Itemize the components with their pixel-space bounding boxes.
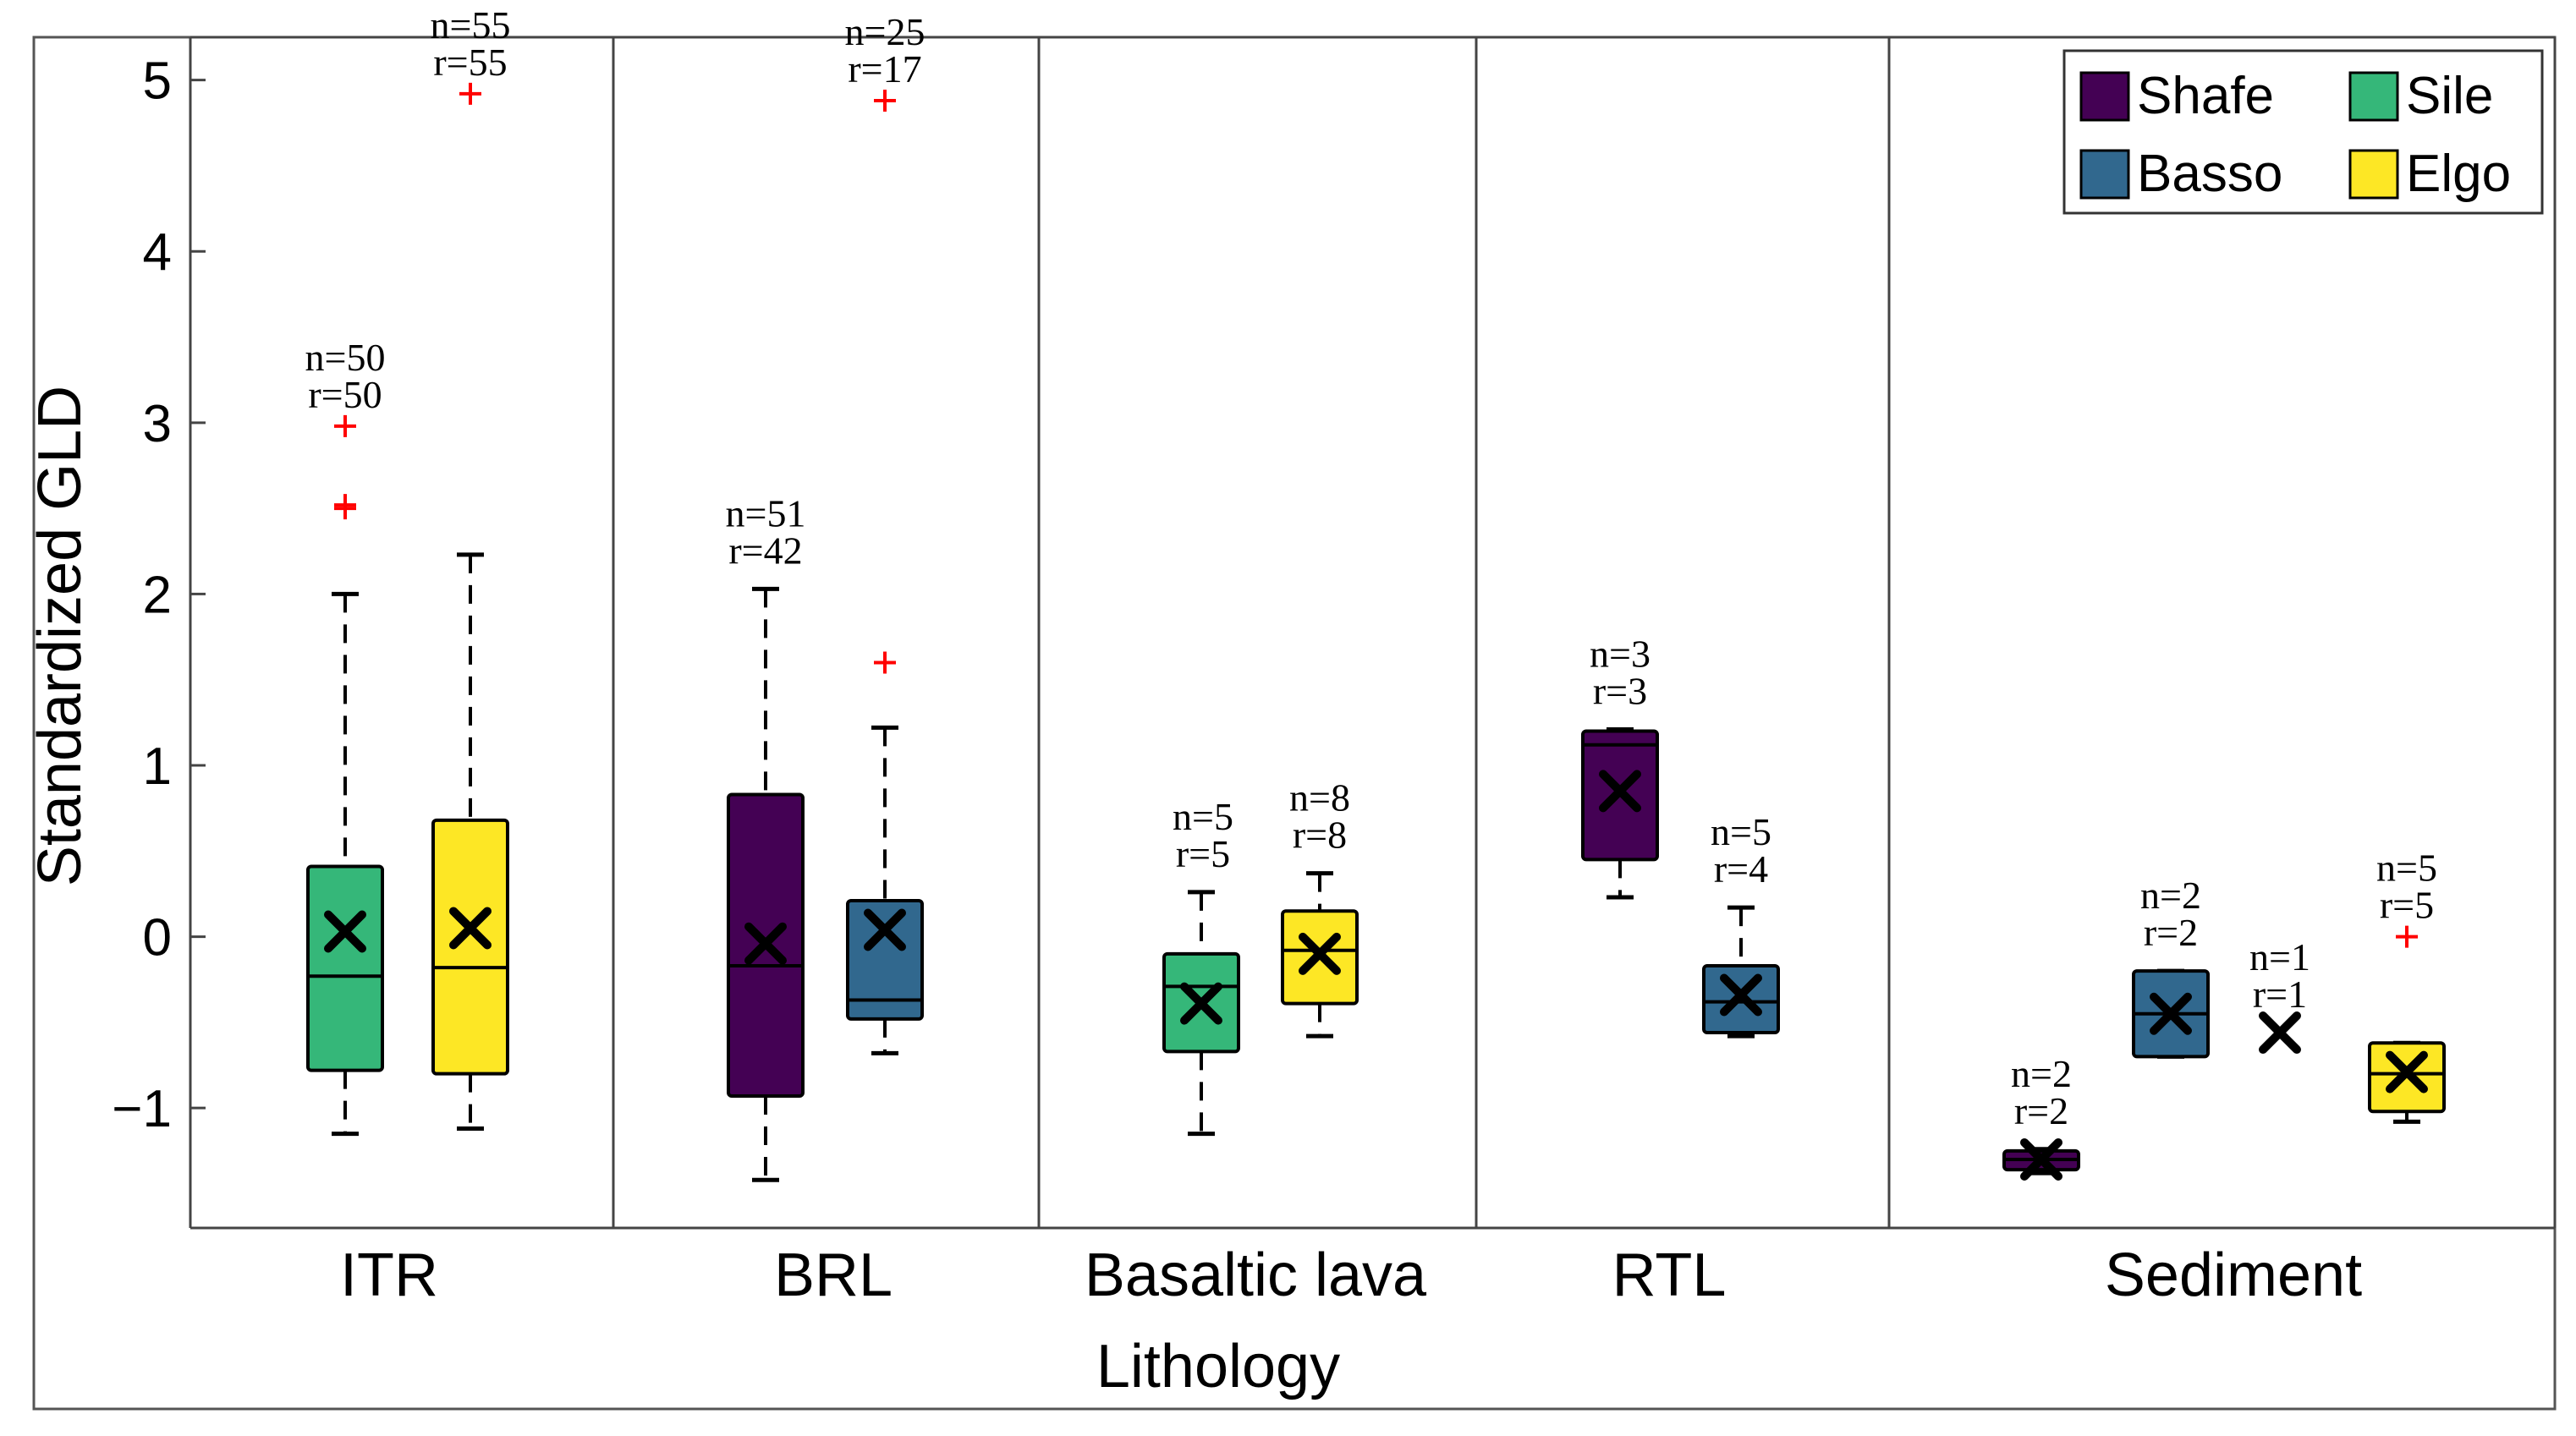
n-count-label: n=1 xyxy=(2249,935,2310,978)
n-count-label: n=5 xyxy=(1711,810,1771,853)
category-label: BRL xyxy=(774,1241,893,1309)
legend-box xyxy=(2062,49,2544,215)
x-axis-title: Lithology xyxy=(1096,1333,1340,1400)
n-count-label: n=50 xyxy=(305,336,386,379)
legend-label-elgo: Elgo xyxy=(2406,145,2511,203)
mean-marker xyxy=(1299,932,1341,975)
y-tick-label: 5 xyxy=(143,52,172,111)
mean-marker xyxy=(864,908,906,951)
legend-swatch-basso xyxy=(2079,149,2130,200)
box-basso-sediment xyxy=(2132,968,2210,1059)
n-count-label: n=3 xyxy=(1590,632,1651,675)
n-count-label: n=2 xyxy=(2011,1052,2072,1095)
legend-label-sile: Sile xyxy=(2406,67,2493,125)
count-annotations: n=50r=50n=55r=55n=51r=42n=25r=17n=5r=5n=… xyxy=(305,3,2437,1132)
y-tick-label: 3 xyxy=(143,395,172,453)
legend-swatch-sile xyxy=(2348,71,2399,122)
r-count-label: r=5 xyxy=(1176,832,1230,875)
box-sile-basaltic-lava xyxy=(1162,890,1240,1137)
y-tick-label: 4 xyxy=(143,223,172,282)
category-label: ITR xyxy=(340,1241,438,1309)
mean-marker xyxy=(449,907,492,950)
legend-swatch-shafe xyxy=(2079,71,2130,122)
box-basso-brl xyxy=(846,89,924,1055)
r-count-label: r=2 xyxy=(2014,1089,2068,1132)
iqr-box xyxy=(306,864,384,1072)
r-count-label: r=5 xyxy=(2380,884,2434,927)
category-label: RTL xyxy=(1612,1241,1727,1309)
iqr-box xyxy=(431,818,509,1076)
box-shafe-sediment xyxy=(2002,1137,2080,1181)
box-elgo-sediment xyxy=(2368,925,2446,1124)
axes: −1 0 1 2 3 4 5 ITR BRL Basaltic lava RTL Sediment xyxy=(112,36,2557,1309)
group-dividers xyxy=(612,37,1891,1228)
iqr-box xyxy=(846,899,924,1021)
mean-marker xyxy=(2020,1137,2062,1181)
category-label: Basaltic lava xyxy=(1085,1241,1427,1309)
box-elgo-basaltic-lava xyxy=(1281,871,1359,1039)
outlier-point xyxy=(459,82,481,105)
r-count-label: r=50 xyxy=(308,373,382,416)
r-count-label: r=8 xyxy=(1293,814,1347,857)
legend-label-basso: Basso xyxy=(2137,145,2282,203)
y-tick-label: 2 xyxy=(143,566,172,624)
mean-marker xyxy=(1599,770,1641,813)
n-count-label: n=25 xyxy=(845,10,925,53)
r-count-label: r=4 xyxy=(1714,847,1768,891)
outlier-point xyxy=(874,651,896,674)
mean-marker xyxy=(2150,992,2192,1035)
legend-label-shafe: Shafe xyxy=(2137,67,2274,125)
n-count-label: n=5 xyxy=(1173,795,1233,838)
outlier-point xyxy=(334,414,356,437)
n-count-label: n=2 xyxy=(2140,874,2201,917)
y-tick-label: −1 xyxy=(112,1080,172,1138)
mean-marker xyxy=(1720,973,1762,1017)
box-shafe-brl xyxy=(727,586,805,1182)
box-shafe-rtl xyxy=(1581,726,1659,900)
legend-swatch-elgo xyxy=(2348,149,2399,200)
box-sile-itr xyxy=(306,414,384,1137)
box-sile-sediment xyxy=(2259,1011,2301,1055)
mean-marker xyxy=(744,922,787,965)
n-count-label: n=8 xyxy=(1289,776,1350,819)
outlier-point xyxy=(334,494,356,517)
mean-marker xyxy=(324,910,366,953)
n-count-label: n=55 xyxy=(431,3,511,47)
r-count-label: r=55 xyxy=(433,41,507,84)
outlier-point xyxy=(874,89,896,112)
legend: Shafe Sile Basso Elgo xyxy=(2062,49,2544,215)
y-axis-title: Standardized GLD xyxy=(26,386,94,886)
mean-marker xyxy=(2259,1011,2301,1055)
box-elgo-itr xyxy=(431,82,509,1131)
n-count-label: n=5 xyxy=(2376,847,2437,890)
r-count-label: r=2 xyxy=(2144,911,2198,954)
r-count-label: r=3 xyxy=(1593,669,1647,712)
box-basso-rtl xyxy=(1702,905,1780,1039)
mean-marker xyxy=(2386,1050,2428,1093)
r-count-label: r=17 xyxy=(848,47,921,90)
mean-marker xyxy=(1180,982,1222,1025)
y-tick-label: 1 xyxy=(143,737,172,796)
r-count-label: r=1 xyxy=(2253,973,2307,1016)
outlier-point xyxy=(2396,925,2418,948)
category-label: Sediment xyxy=(2105,1241,2362,1309)
y-tick-label: 0 xyxy=(143,909,172,967)
box-series xyxy=(306,82,2446,1182)
n-count-label: n=51 xyxy=(726,491,806,534)
r-count-label: r=42 xyxy=(728,529,802,572)
